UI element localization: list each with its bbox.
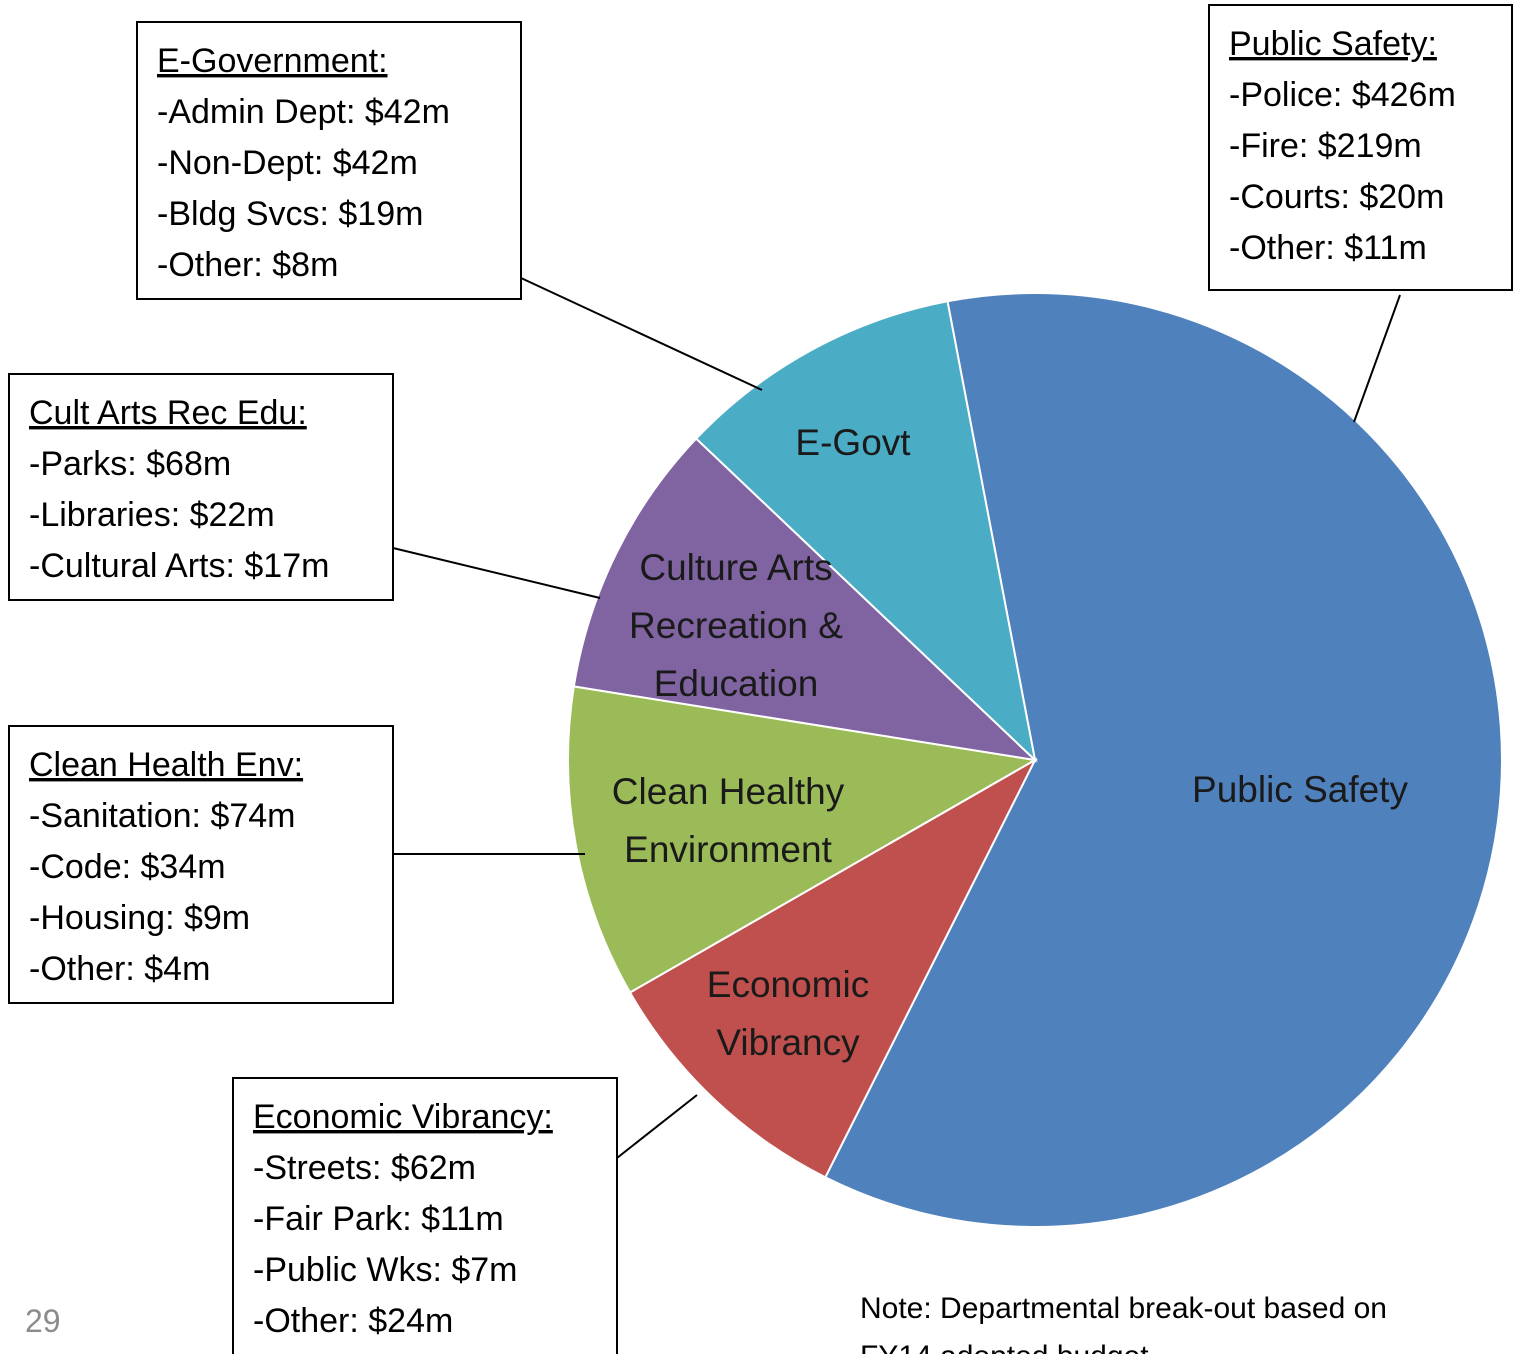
callout-line: -Bldg Svcs: $19m: [157, 195, 423, 233]
callout-line: -Fire: $219m: [1229, 127, 1422, 165]
leader-line: [520, 277, 763, 391]
slice-label: Education: [654, 663, 819, 704]
pie-slice: [694, 300, 1037, 763]
slice-label: Economic: [707, 964, 869, 1005]
slice-label: Vibrancy: [716, 1022, 860, 1063]
callout-line: -Courts: $20m: [1229, 178, 1444, 216]
slice-label: Culture Arts: [639, 547, 832, 588]
callout-title: E-Government:: [157, 42, 388, 80]
pie-slice: [567, 685, 1038, 994]
slice-labels: Public Safety Economic Vibrancy Clean Healt…: [612, 422, 1409, 1063]
pie: [567, 292, 1503, 1228]
callout-line: -Housing: $9m: [29, 899, 250, 937]
callout-line: -Libraries: $22m: [29, 496, 275, 534]
callout-line: -Other: $4m: [29, 950, 210, 988]
slice-label: E-Govt: [795, 422, 911, 463]
callout-line: -Fair Park: $11m: [253, 1200, 504, 1238]
callout-line: -Police: $426m: [1229, 76, 1456, 114]
callout-title: Economic Vibrancy:: [253, 1098, 553, 1136]
pie-slice: [823, 292, 1503, 1228]
callout-line: -Public Wks: $7m: [253, 1251, 518, 1289]
callout-title: Clean Health Env:: [29, 746, 303, 784]
callout-title: Cult Arts Rec Edu:: [29, 394, 307, 432]
callout-line: -Cultural Arts: $17m: [29, 547, 329, 585]
leader-line: [392, 547, 601, 599]
pie-slice: [572, 437, 1039, 762]
callout-line: -Parks: $68m: [29, 445, 231, 483]
slice-label: Public Safety: [1192, 769, 1408, 810]
leader-line: [1353, 294, 1401, 423]
callout-line: -Code: $34m: [29, 848, 226, 886]
callouts: Public Safety: -Police: $426m -Fire: $219m…: [8, 4, 1513, 1354]
callout-box: [136, 21, 522, 300]
callout-line: -Non-Dept: $42m: [157, 144, 418, 182]
callout-line: -Other: $24m: [253, 1302, 453, 1340]
callout-title: Public Safety:: [1229, 25, 1437, 63]
page-number: 29: [25, 1303, 61, 1339]
slice-label: Environment: [624, 829, 832, 870]
pie-slice: [628, 757, 1038, 1179]
leader-line: [616, 1094, 698, 1159]
note: Note: Departmental break-out based on: [860, 1292, 1387, 1325]
leader-lines: [392, 277, 1401, 1159]
callout-box: [1208, 4, 1513, 291]
note: FY14 adopted budget: [860, 1340, 1149, 1354]
callout-line: -Admin Dept: $42m: [157, 93, 450, 131]
callout-line: -Sanitation: $74m: [29, 797, 296, 835]
callout-line: -Other: $11m: [1229, 229, 1427, 267]
callout-box: [8, 725, 394, 1004]
callout-line: -Streets: $62m: [253, 1149, 476, 1187]
callout-line: -Other: $8m: [157, 246, 338, 284]
callout-box: [232, 1077, 618, 1354]
slice-label: Clean Healthy: [612, 771, 845, 812]
callout-box: [8, 373, 394, 601]
slice-label: Recreation &: [629, 605, 843, 646]
